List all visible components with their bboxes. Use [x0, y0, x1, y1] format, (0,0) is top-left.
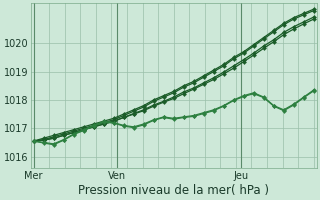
X-axis label: Pression niveau de la mer( hPa ): Pression niveau de la mer( hPa ): [78, 184, 269, 197]
